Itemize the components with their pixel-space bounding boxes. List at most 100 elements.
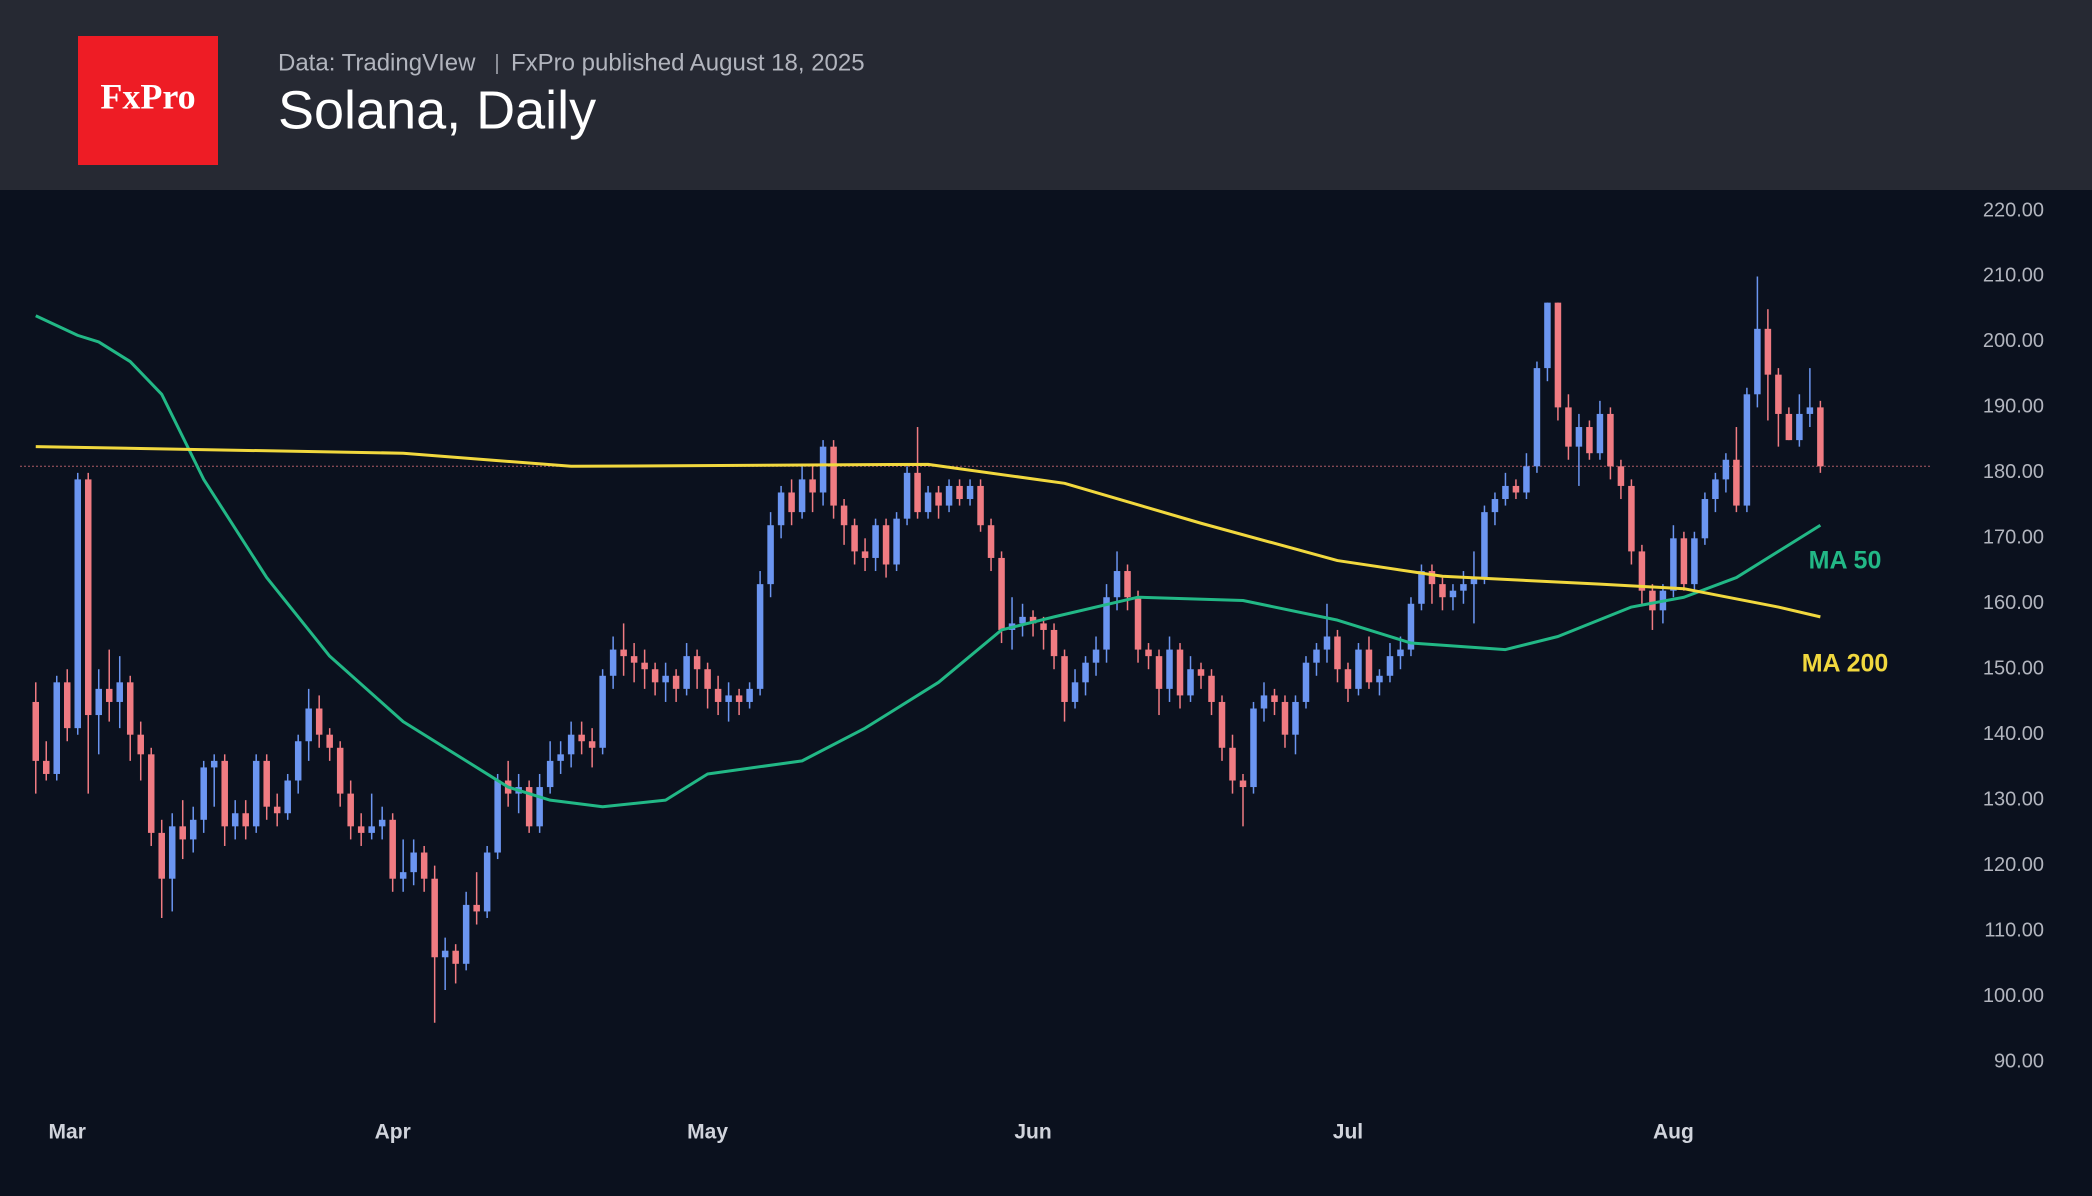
candle-body bbox=[641, 662, 648, 670]
candle-body bbox=[546, 760, 554, 788]
candle-body bbox=[1334, 636, 1341, 670]
candle-body bbox=[998, 557, 1005, 630]
candle-body bbox=[1701, 499, 1709, 539]
candle-body bbox=[1407, 603, 1415, 650]
candle-body bbox=[956, 485, 963, 500]
candle-body bbox=[851, 525, 858, 552]
candle-body bbox=[1271, 695, 1278, 702]
candle-body bbox=[861, 551, 869, 558]
candle-body bbox=[315, 708, 323, 735]
y-tick-label: 220.00 bbox=[1983, 199, 2044, 221]
candle-body bbox=[1586, 427, 1593, 454]
y-tick-label: 210.00 bbox=[1983, 265, 2044, 287]
candle-body bbox=[924, 492, 932, 513]
x-tick-label: Apr bbox=[375, 1121, 411, 1144]
candle-body bbox=[32, 701, 40, 761]
series-label: MA 200 bbox=[1802, 650, 1889, 678]
candle-body bbox=[1680, 538, 1688, 585]
candle-body bbox=[200, 767, 207, 820]
candle-body bbox=[116, 682, 123, 702]
candle-body bbox=[1428, 571, 1436, 585]
y-tick-label: 100.00 bbox=[1983, 985, 2044, 1007]
candle-body bbox=[651, 669, 659, 683]
candle-body bbox=[1208, 675, 1215, 702]
candle-body bbox=[1040, 623, 1047, 630]
x-tick-label: Jul bbox=[1333, 1121, 1363, 1144]
candle-body bbox=[63, 682, 71, 729]
candle-body bbox=[210, 760, 218, 768]
candle-body bbox=[1806, 407, 1814, 414]
candle-body bbox=[1817, 407, 1824, 467]
candle-body bbox=[1323, 636, 1331, 650]
candle-body bbox=[1733, 459, 1740, 506]
candle-body bbox=[357, 826, 365, 833]
candle-body bbox=[1743, 394, 1751, 506]
candle-body bbox=[1502, 485, 1509, 500]
candle-body bbox=[126, 682, 134, 735]
candle-body bbox=[483, 852, 491, 912]
candle-body bbox=[987, 525, 995, 558]
candle-body bbox=[788, 492, 795, 513]
candle-body bbox=[798, 479, 806, 513]
candle-body bbox=[725, 695, 732, 702]
candle-body bbox=[1460, 584, 1467, 591]
logo bbox=[78, 36, 218, 165]
candle-body bbox=[630, 656, 638, 663]
candle-body bbox=[1250, 708, 1257, 788]
candle-body bbox=[1103, 597, 1110, 650]
candle-body bbox=[242, 813, 249, 827]
candle-body bbox=[452, 950, 459, 964]
candle-body bbox=[42, 760, 50, 774]
candle-body bbox=[431, 878, 438, 958]
y-tick-label: 120.00 bbox=[1983, 854, 2044, 876]
candle-body bbox=[263, 760, 270, 807]
candle-body bbox=[525, 787, 533, 827]
y-tick-label: 200.00 bbox=[1983, 330, 2044, 352]
candle-body bbox=[1355, 649, 1362, 689]
candle-body bbox=[1344, 669, 1352, 689]
candle-body bbox=[914, 472, 921, 513]
candle-body bbox=[378, 819, 386, 827]
candle-body bbox=[683, 656, 690, 689]
candle-body bbox=[809, 479, 816, 493]
candle-body bbox=[147, 754, 155, 833]
candle-body bbox=[221, 760, 228, 827]
candle-body bbox=[420, 852, 428, 879]
candle-body bbox=[326, 734, 333, 748]
candle-body bbox=[1775, 374, 1782, 414]
y-tick-label: 170.00 bbox=[1983, 527, 2044, 549]
y-tick-label: 180.00 bbox=[1983, 461, 2044, 483]
candle-body bbox=[1029, 616, 1037, 624]
candle-body bbox=[746, 688, 753, 702]
candle-body bbox=[462, 904, 470, 964]
y-tick-label: 90.00 bbox=[1994, 1050, 2044, 1072]
candle-body bbox=[1481, 512, 1488, 578]
candle-body bbox=[1722, 459, 1730, 480]
candle-body bbox=[620, 649, 627, 657]
y-tick-label: 140.00 bbox=[1983, 723, 2044, 745]
source: Data: TradingVIew bbox=[278, 49, 476, 76]
candle-body bbox=[1754, 328, 1761, 395]
x-tick-label: May bbox=[687, 1121, 728, 1144]
candle-body bbox=[284, 780, 291, 814]
candle-body bbox=[1176, 649, 1184, 696]
y-tick-label: 160.00 bbox=[1983, 592, 2044, 614]
candle-body bbox=[137, 734, 144, 755]
ma-line bbox=[35, 314, 1822, 809]
candle-body bbox=[1166, 649, 1173, 689]
candle-body bbox=[1764, 328, 1772, 375]
header bbox=[0, 0, 2092, 190]
candle-body bbox=[662, 675, 669, 683]
y-tick-label: 190.00 bbox=[1983, 396, 2044, 418]
candle-body bbox=[1281, 701, 1289, 735]
candle-body bbox=[1670, 538, 1677, 591]
x-tick-label: Aug bbox=[1653, 1121, 1694, 1144]
candle-body bbox=[1796, 413, 1803, 441]
candle-body bbox=[672, 675, 680, 689]
candle-body bbox=[168, 826, 176, 879]
candle-body bbox=[1565, 407, 1572, 447]
candle-body bbox=[609, 649, 617, 676]
candle-body bbox=[945, 485, 953, 506]
candle-body bbox=[756, 584, 764, 689]
